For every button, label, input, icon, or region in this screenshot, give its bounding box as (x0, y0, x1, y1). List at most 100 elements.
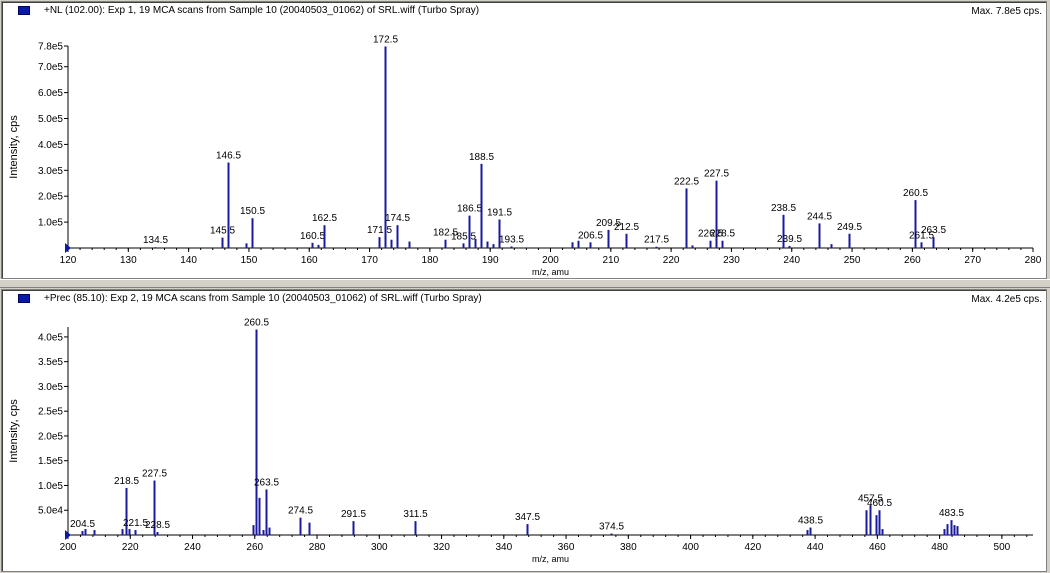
axis-origin-marker (65, 243, 71, 253)
peak-label: 263.5 (921, 225, 946, 236)
peak-label: 438.5 (798, 516, 823, 527)
spectrum-pane-nl[interactable]: +NL (102.00): Exp 1, 19 MCA scans from S… (1, 1, 1047, 279)
peak-label: 261.5 (909, 230, 934, 241)
peak-label: 172.5 (373, 35, 398, 46)
x-axis-label: m/z, amu (532, 267, 569, 277)
x-tick-label: 160 (301, 255, 318, 266)
peak-label: 186.5 (457, 204, 482, 215)
y-tick-label: 7.8e5 (38, 42, 63, 53)
x-tick-label: 280 (309, 542, 326, 553)
peak-label: 249.5 (837, 222, 862, 233)
peak-label: 162.5 (312, 213, 337, 224)
peak-label: 260.5 (244, 317, 269, 328)
y-tick-label: 2.5e5 (38, 407, 63, 418)
y-axis-label: Intensity, cps (8, 399, 20, 463)
x-tick-label: 220 (663, 255, 680, 266)
x-tick-label: 240 (783, 255, 800, 266)
y-tick-label: 3.0e5 (38, 166, 63, 177)
y-tick-label: 5.0e5 (38, 114, 63, 125)
peak-label: 221.5 (123, 518, 148, 529)
peak-label: 311.5 (403, 509, 428, 520)
y-tick-label: 5.0e4 (38, 506, 63, 517)
x-tick-label: 400 (682, 542, 699, 553)
peak-label: 227.5 (704, 169, 729, 180)
x-tick-label: 180 (422, 255, 439, 266)
peak-label: 291.5 (341, 509, 366, 520)
peak-label: 238.5 (771, 203, 796, 214)
peak-label: 206.5 (578, 230, 603, 241)
spectrum-chart-prec[interactable]: 200 220 240 260 280 300 320 340 360 380 400 420 440 4… (2, 290, 1046, 571)
axis-origin-marker (65, 530, 71, 540)
x-tick-label: 170 (361, 255, 378, 266)
peak-label: 146.5 (216, 151, 241, 162)
y-tick-label: 1.0e5 (38, 481, 63, 492)
pane-marker-icon[interactable] (18, 6, 30, 15)
y-tick-label: 2.0e5 (38, 192, 63, 203)
y-tick-label: 4.0e5 (38, 332, 63, 343)
x-tick-label: 300 (371, 542, 388, 553)
peak-label: 182.5 (433, 228, 458, 239)
max-intensity-label: Max. 4.2e5 cps. (971, 294, 1042, 305)
x-tick-label: 260 (246, 542, 263, 553)
peak-label: 244.5 (807, 211, 832, 222)
x-tick-label: 140 (180, 255, 197, 266)
x-tick-label: 200 (60, 542, 77, 553)
spectrum-pane-prec[interactable]: +Prec (85.10): Exp 2, 19 MCA scans from … (1, 289, 1047, 572)
x-tick-label: 130 (120, 255, 137, 266)
peak-label: 185.5 (451, 231, 476, 242)
x-tick-label: 220 (122, 542, 139, 553)
peak-label: 193.5 (499, 234, 524, 245)
x-tick-label: 460 (869, 542, 886, 553)
x-tick-label: 380 (620, 542, 637, 553)
y-tick-label: 4.0e5 (38, 140, 63, 151)
peak-label: 160.5 (300, 231, 325, 242)
y-tick-label: 1.5e5 (38, 456, 63, 467)
x-axis-label: m/z, amu (532, 554, 569, 564)
x-tick-label: 360 (558, 542, 575, 553)
x-tick-label: 280 (1025, 255, 1042, 266)
x-tick-label: 190 (482, 255, 499, 266)
y-tick-label: 3.0e5 (38, 382, 63, 393)
pane-splitter[interactable] (0, 279, 1050, 288)
peak-label: 222.5 (674, 176, 699, 187)
x-tick-label: 240 (184, 542, 201, 553)
peak-label: 209.5 (596, 218, 621, 229)
spectrum-chart-nl[interactable]: 120 130 140 150 160 170 180 190 200 210 220 230 240 2… (2, 2, 1046, 278)
y-tick-label: 6.0e5 (38, 88, 63, 99)
peak-label: 457.5 (858, 493, 883, 504)
y-tick-label: 1.0e5 (38, 218, 63, 229)
pane-title: +NL (102.00): Exp 1, 19 MCA scans from S… (44, 5, 480, 16)
x-tick-label: 260 (904, 255, 921, 266)
peak-label: 374.5 (599, 522, 624, 533)
y-axis-label: Intensity, cps (8, 115, 20, 179)
peak-label: 227.5 (142, 469, 167, 480)
max-intensity-label: Max. 7.8e5 cps. (971, 6, 1042, 17)
peak-label: 204.5 (70, 519, 95, 530)
peak-label: 228.5 (145, 520, 170, 531)
peak-label: 191.5 (487, 208, 512, 219)
x-tick-label: 150 (241, 255, 258, 266)
peak-label: 228.5 (710, 229, 735, 240)
y-tick-label: 2.0e5 (38, 431, 63, 442)
peak-label: 263.5 (254, 477, 279, 488)
x-tick-label: 120 (60, 255, 77, 266)
peak-label: 274.5 (288, 506, 313, 517)
peak-label: 226.5 (698, 229, 723, 240)
y-tick-label: 3.5e5 (38, 357, 63, 368)
x-tick-label: 250 (844, 255, 861, 266)
peak-label: 260.5 (903, 188, 928, 199)
y-tick-label: 7.0e5 (38, 62, 63, 73)
peak-label: 212.5 (614, 222, 639, 233)
x-tick-label: 210 (602, 255, 619, 266)
x-tick-label: 440 (807, 542, 824, 553)
peak-label: 218.5 (114, 476, 139, 487)
peak-label: 174.5 (385, 213, 410, 224)
x-tick-label: 320 (433, 542, 450, 553)
x-tick-label: 340 (495, 542, 512, 553)
x-tick-label: 230 (723, 255, 740, 266)
x-tick-label: 200 (542, 255, 559, 266)
peak-label: 347.5 (515, 512, 540, 523)
x-tick-label: 270 (964, 255, 981, 266)
x-tick-label: 420 (744, 542, 761, 553)
pane-marker-icon[interactable] (18, 294, 30, 303)
